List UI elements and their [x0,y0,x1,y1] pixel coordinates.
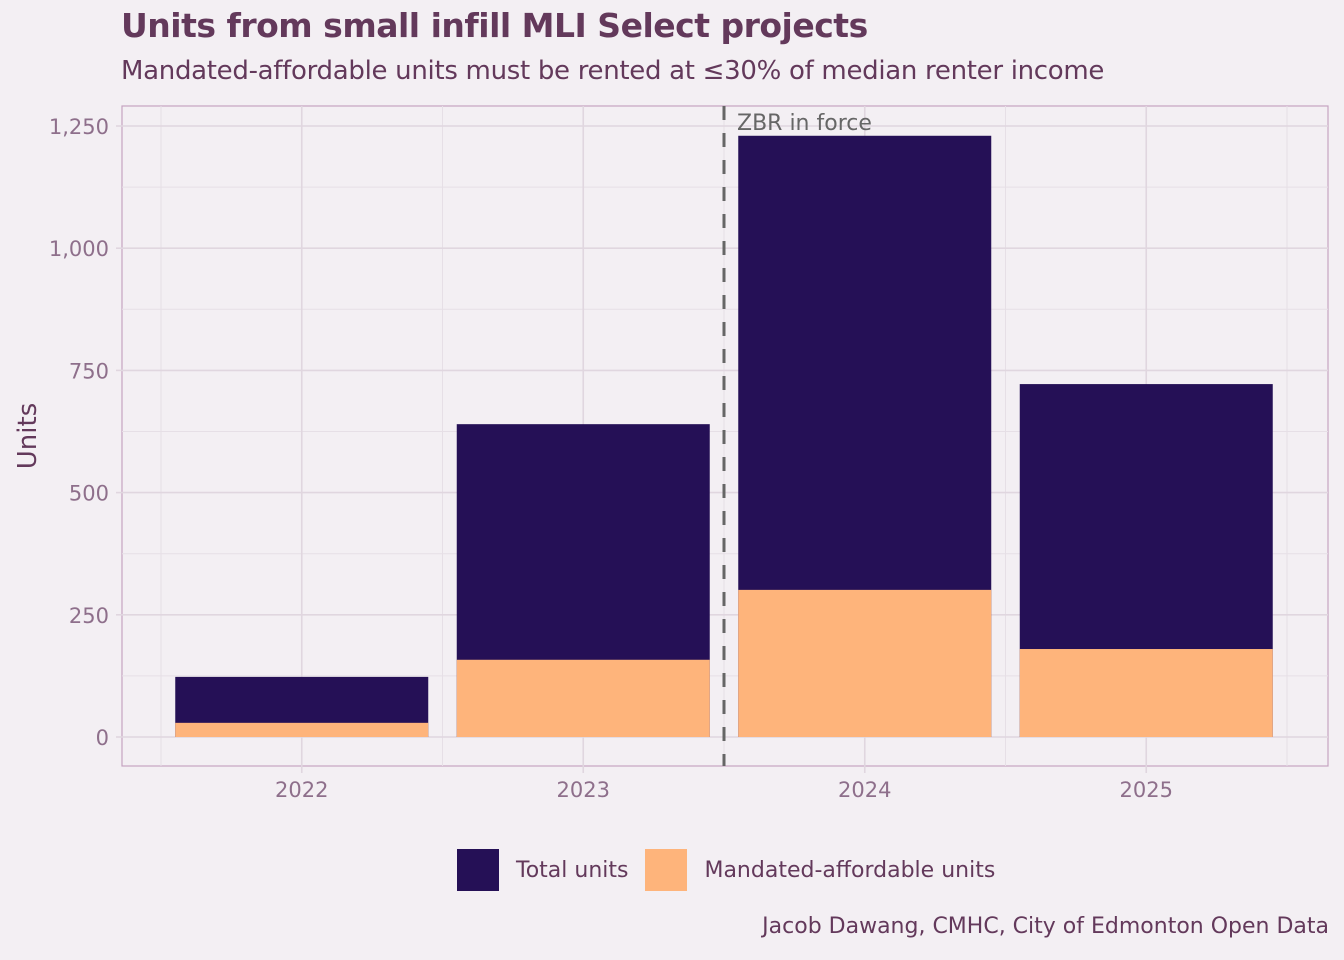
x-tick-label: 2025 [1120,778,1173,802]
x-tick-label: 2023 [557,778,610,802]
bars [175,135,1273,737]
legend-key-total-units [457,849,499,891]
y-tick-label: 250 [69,604,109,628]
y-tick-label: 500 [69,482,109,506]
chart-caption: Jacob Dawang, CMHC, City of Edmonton Ope… [762,914,1329,939]
x-tick-label: 2024 [838,778,891,802]
y-tick-label: 1,250 [49,115,109,139]
y-axis: 0 250 500 750 1,000 1,250 [49,115,122,750]
chart-title: Units from small infill MLI Select proje… [121,6,868,45]
annotation-label-zbr: ZBR in force [737,111,872,136]
legend-label-total-units: Total units [516,857,629,883]
y-tick-label: 750 [69,359,109,383]
y-tick-label: 1,000 [49,237,109,261]
legend: Total units Mandated-affordable units [457,849,1012,891]
bar-mandated-affordable-units-2023 [456,659,710,737]
annotation: ZBR in force [722,106,872,766]
y-axis-label: Units [13,403,43,469]
bar-mandated-affordable-units-2025 [1019,649,1273,737]
legend-label-mandated-affordable-units: Mandated-affordable units [704,857,996,883]
x-tick-label: 2022 [275,778,328,802]
y-tick-label: 0 [96,726,109,750]
bar-mandated-affordable-units-2022 [175,722,429,737]
bar-mandated-affordable-units-2024 [738,589,992,737]
legend-key-mandated-affordable-units [645,849,688,891]
chart-subtitle: Mandated-affordable units must be rented… [121,56,1105,86]
x-axis: 2022 2023 2024 2025 [275,766,1173,802]
